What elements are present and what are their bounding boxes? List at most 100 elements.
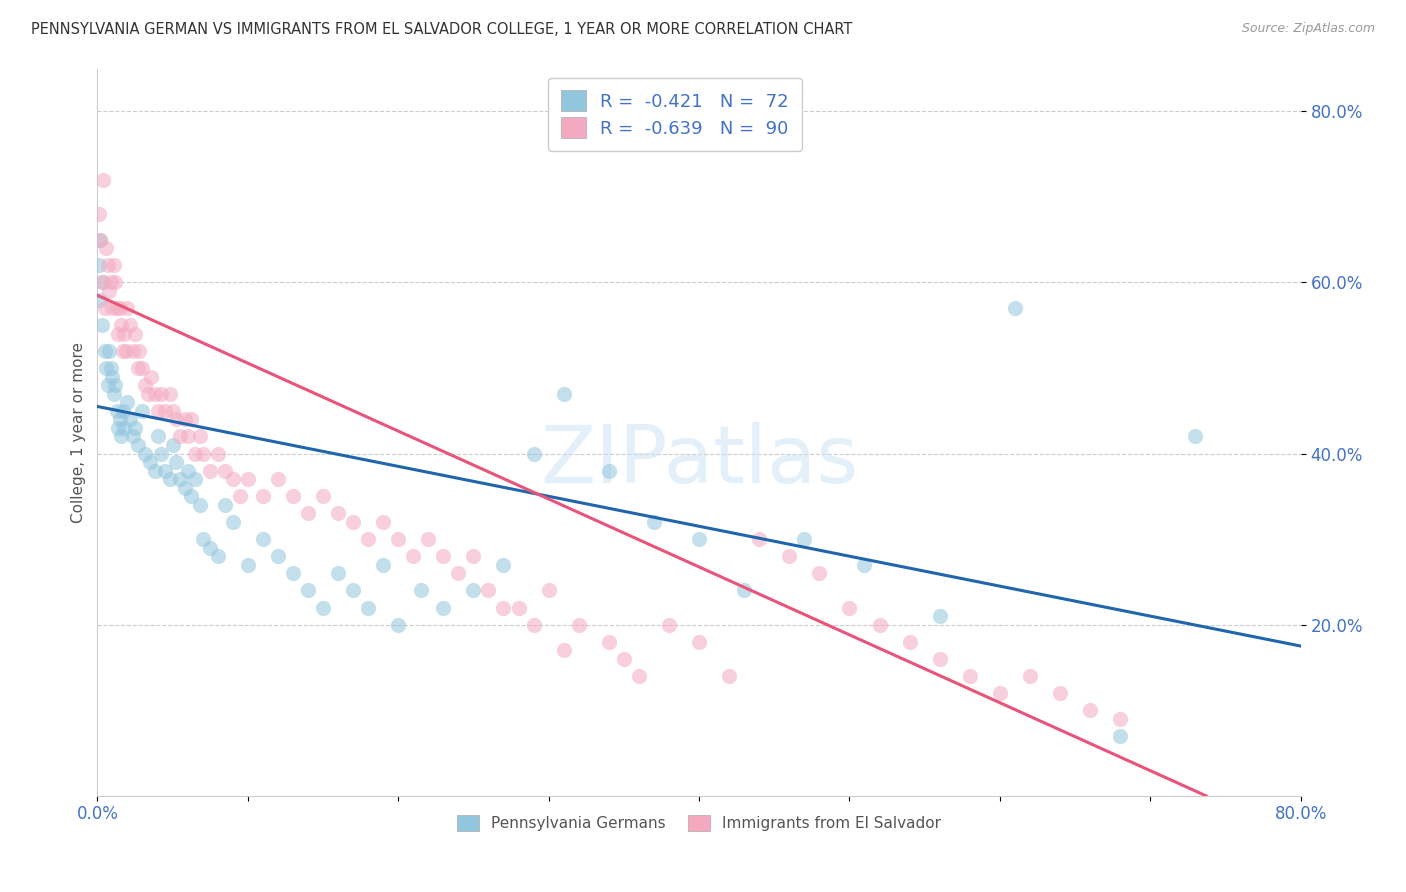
- Point: [387, 617, 409, 632]
- Point: [111, 403, 134, 417]
- Point: [748, 532, 770, 546]
- Point: [658, 617, 681, 632]
- Point: [117, 301, 139, 315]
- Point: [1004, 301, 1026, 315]
- Point: [139, 455, 162, 469]
- Text: PENNSYLVANIA GERMAN VS IMMIGRANTS FROM EL SALVADOR COLLEGE, 1 YEAR OR MORE CORRE: PENNSYLVANIA GERMAN VS IMMIGRANTS FROM E…: [31, 22, 852, 37]
- Point: [124, 326, 146, 341]
- Point: [97, 378, 120, 392]
- Point: [188, 498, 211, 512]
- Point: [432, 600, 454, 615]
- Point: [191, 532, 214, 546]
- Point: [928, 652, 950, 666]
- Point: [112, 326, 135, 341]
- Point: [180, 412, 202, 426]
- Point: [598, 634, 620, 648]
- Point: [357, 600, 380, 615]
- Point: [134, 446, 156, 460]
- Point: [143, 386, 166, 401]
- Point: [477, 583, 499, 598]
- Point: [808, 566, 831, 581]
- Point: [94, 301, 117, 315]
- Point: [236, 558, 259, 572]
- Point: [1184, 429, 1206, 443]
- Point: [1109, 729, 1132, 743]
- Point: [101, 301, 124, 315]
- Point: [153, 403, 176, 417]
- Point: [553, 643, 575, 657]
- Point: [207, 549, 229, 564]
- Point: [162, 438, 184, 452]
- Point: [131, 403, 153, 417]
- Point: [180, 489, 202, 503]
- Point: [96, 241, 118, 255]
- Point: [124, 421, 146, 435]
- Point: [342, 515, 364, 529]
- Point: [169, 472, 191, 486]
- Point: [128, 343, 150, 358]
- Point: [568, 617, 591, 632]
- Point: [122, 429, 145, 443]
- Point: [100, 276, 122, 290]
- Point: [898, 634, 921, 648]
- Point: [191, 446, 214, 460]
- Point: [127, 361, 149, 376]
- Point: [373, 558, 395, 572]
- Text: Source: ZipAtlas.com: Source: ZipAtlas.com: [1241, 22, 1375, 36]
- Point: [1019, 669, 1042, 683]
- Point: [101, 369, 124, 384]
- Point: [229, 489, 252, 503]
- Point: [149, 386, 172, 401]
- Point: [184, 472, 207, 486]
- Point: [120, 318, 142, 333]
- Point: [522, 617, 544, 632]
- Point: [105, 403, 128, 417]
- Point: [553, 386, 575, 401]
- Point: [312, 600, 335, 615]
- Point: [793, 532, 815, 546]
- Point: [522, 446, 544, 460]
- Point: [733, 583, 755, 598]
- Point: [853, 558, 876, 572]
- Point: [176, 464, 198, 478]
- Point: [688, 634, 710, 648]
- Point: [93, 276, 115, 290]
- Point: [928, 609, 950, 624]
- Point: [252, 532, 274, 546]
- Point: [169, 429, 191, 443]
- Point: [108, 412, 131, 426]
- Point: [281, 489, 304, 503]
- Point: [188, 429, 211, 443]
- Point: [96, 361, 118, 376]
- Point: [165, 455, 187, 469]
- Point: [94, 343, 117, 358]
- Point: [120, 412, 142, 426]
- Point: [387, 532, 409, 546]
- Point: [463, 583, 485, 598]
- Point: [207, 446, 229, 460]
- Point: [598, 464, 620, 478]
- Point: [342, 583, 364, 598]
- Point: [141, 369, 163, 384]
- Point: [131, 361, 153, 376]
- Point: [115, 343, 138, 358]
- Point: [107, 326, 129, 341]
- Text: ZIPatlas: ZIPatlas: [540, 422, 858, 500]
- Point: [134, 378, 156, 392]
- Point: [718, 669, 741, 683]
- Point: [117, 395, 139, 409]
- Point: [165, 412, 187, 426]
- Point: [432, 549, 454, 564]
- Point: [105, 301, 128, 315]
- Point: [184, 446, 207, 460]
- Y-axis label: College, 1 year or more: College, 1 year or more: [72, 342, 86, 523]
- Point: [643, 515, 665, 529]
- Point: [267, 472, 290, 486]
- Point: [222, 472, 245, 486]
- Point: [104, 276, 127, 290]
- Point: [402, 549, 425, 564]
- Point: [87, 258, 110, 272]
- Point: [107, 421, 129, 435]
- Point: [198, 464, 221, 478]
- Point: [90, 276, 112, 290]
